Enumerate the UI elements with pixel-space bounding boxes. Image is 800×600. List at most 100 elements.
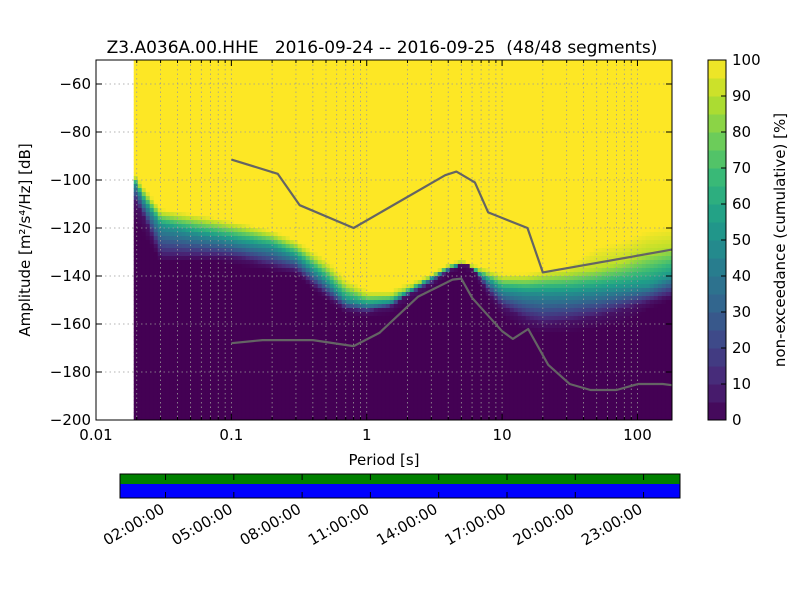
heatmap-cell — [217, 184, 223, 189]
heatmap-cell — [345, 180, 351, 185]
heatmap-cell — [209, 320, 215, 325]
heatmap-cell — [297, 332, 303, 337]
heatmap-cell — [229, 224, 235, 229]
heatmap-cell — [177, 360, 183, 365]
heatmap-cell — [165, 272, 171, 277]
heatmap-cell — [169, 172, 175, 177]
heatmap-cell — [321, 236, 327, 241]
heatmap-cell — [265, 256, 271, 261]
heatmap-cell — [153, 400, 159, 405]
heatmap-cell — [149, 108, 155, 113]
heatmap-cell — [237, 140, 243, 145]
heatmap-cell — [261, 104, 267, 109]
heatmap-cell — [233, 356, 239, 361]
heatmap-cell — [145, 292, 151, 297]
heatmap-cell — [137, 260, 143, 265]
heatmap-cell — [153, 188, 159, 193]
heatmap-cell — [141, 284, 147, 289]
heatmap-cell — [309, 252, 315, 257]
heatmap-cell — [201, 396, 207, 401]
heatmap-cell — [349, 252, 355, 257]
heatmap-cell — [305, 228, 311, 233]
heatmap-cell — [193, 328, 199, 333]
heatmap-cell — [173, 172, 179, 177]
heatmap-cell — [197, 336, 203, 341]
heatmap-cell — [321, 328, 327, 333]
heatmap-cell — [249, 264, 255, 269]
heatmap-cell — [181, 360, 187, 365]
heatmap-cell — [225, 116, 231, 121]
heatmap-cell — [173, 280, 179, 285]
heatmap-cell — [169, 96, 175, 101]
heatmap-cell — [301, 376, 307, 381]
heatmap-cell — [209, 96, 215, 101]
heatmap-cell — [193, 148, 199, 153]
heatmap-cell — [313, 180, 319, 185]
heatmap-cell — [281, 256, 287, 261]
heatmap-cell — [145, 136, 151, 141]
heatmap-cell — [149, 132, 155, 137]
heatmap-cell — [273, 352, 279, 357]
heatmap-cell — [281, 300, 287, 305]
heatmap-cell — [237, 156, 243, 161]
heatmap-cell — [325, 108, 331, 113]
heatmap-cell — [225, 152, 231, 157]
heatmap-cell — [201, 224, 207, 229]
heatmap-cell — [153, 140, 159, 145]
heatmap-cell — [193, 176, 199, 181]
heatmap-cell — [337, 312, 343, 317]
heatmap-cell — [153, 136, 159, 141]
heatmap-cell — [273, 72, 279, 77]
heatmap-cell — [289, 200, 295, 205]
heatmap-cell — [141, 136, 147, 141]
heatmap-cell — [213, 128, 219, 133]
heatmap-cell — [265, 68, 271, 73]
heatmap-cell — [261, 260, 267, 265]
heatmap-cell — [189, 108, 195, 113]
heatmap-cell — [337, 64, 343, 69]
heatmap-cell — [293, 388, 299, 393]
heatmap-cell — [173, 92, 179, 97]
heatmap-cell — [173, 232, 179, 237]
heatmap-cell — [137, 376, 143, 381]
heatmap-cell — [213, 280, 219, 285]
heatmap-cell — [165, 380, 171, 385]
heatmap-cell — [149, 216, 155, 221]
heatmap-cell — [309, 328, 315, 333]
heatmap-cell — [257, 216, 263, 221]
heatmap-cell — [273, 256, 279, 261]
heatmap-cell — [177, 212, 183, 217]
heatmap-cell — [277, 228, 283, 233]
heatmap-cell — [277, 340, 283, 345]
heatmap-cell — [209, 408, 215, 413]
heatmap-cell — [201, 376, 207, 381]
heatmap-cell — [245, 144, 251, 149]
heatmap-cell — [221, 108, 227, 113]
heatmap-cell — [241, 160, 247, 165]
heatmap-cell — [249, 84, 255, 89]
heatmap-cell — [181, 312, 187, 317]
heatmap-cell — [345, 100, 351, 105]
heatmap-cell — [201, 388, 207, 393]
heatmap-cell — [185, 388, 191, 393]
heatmap-cell — [133, 416, 139, 421]
heatmap-cell — [317, 72, 323, 77]
heatmap-cell — [145, 384, 151, 389]
heatmap-cell — [189, 392, 195, 397]
heatmap-cell — [233, 284, 239, 289]
heatmap-cell — [265, 220, 271, 225]
heatmap-cell — [205, 88, 211, 93]
heatmap-cell — [137, 200, 143, 205]
heatmap-cell — [317, 348, 323, 353]
heatmap-cell — [169, 360, 175, 365]
heatmap-cell — [237, 132, 243, 137]
heatmap-cell — [261, 408, 267, 413]
heatmap-cell — [141, 236, 147, 241]
heatmap-cell — [289, 368, 295, 373]
heatmap-cell — [325, 64, 331, 69]
heatmap-cell — [133, 372, 139, 377]
heatmap-cell — [321, 388, 327, 393]
heatmap-cell — [301, 224, 307, 229]
heatmap-cell — [341, 364, 347, 369]
heatmap-cell — [189, 212, 195, 217]
